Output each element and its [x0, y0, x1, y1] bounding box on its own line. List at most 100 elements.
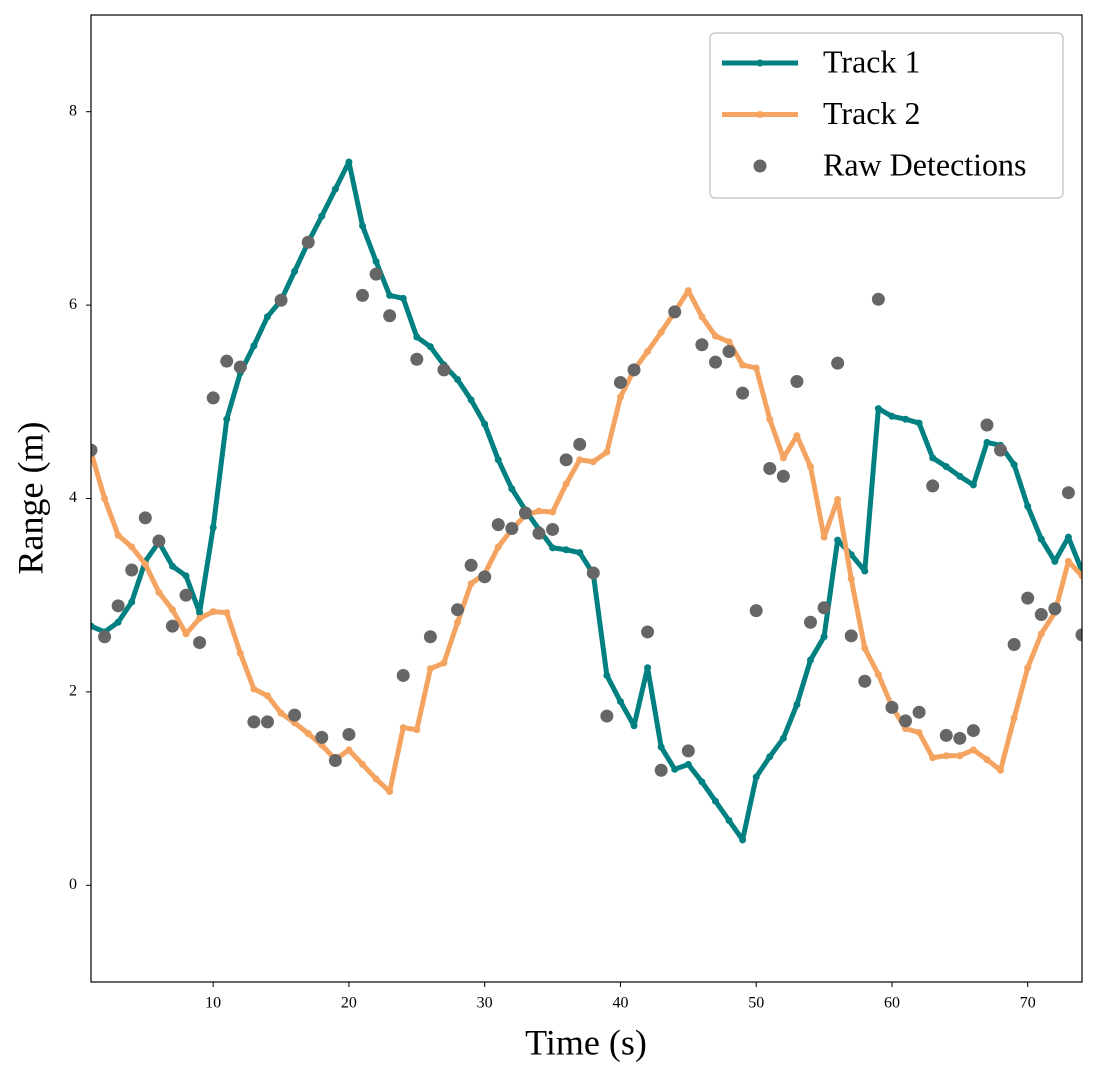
- detection-point: [206, 391, 220, 405]
- line-marker: [861, 644, 869, 652]
- line-marker: [508, 485, 516, 493]
- line-marker: [1064, 533, 1072, 541]
- detection-point: [138, 511, 152, 525]
- line-marker: [91, 622, 95, 630]
- line-marker: [494, 456, 502, 464]
- line-marker: [698, 778, 706, 786]
- line-marker: [277, 709, 285, 717]
- line-marker: [711, 332, 719, 340]
- detection-point: [790, 374, 804, 388]
- line-marker: [806, 656, 814, 664]
- y-tick-label: 4: [69, 489, 77, 506]
- detection-point: [247, 715, 261, 729]
- line-marker: [861, 567, 869, 575]
- detection-point: [1021, 591, 1035, 605]
- detection-point: [681, 744, 695, 758]
- detection-point: [301, 235, 315, 249]
- line-marker: [644, 348, 652, 356]
- x-tick-label: 60: [884, 995, 900, 1012]
- detection-point: [383, 309, 397, 323]
- line-marker: [426, 665, 434, 673]
- detection-point: [613, 375, 627, 389]
- line-marker: [806, 463, 814, 471]
- x-tick-label: 20: [341, 995, 357, 1012]
- detection-point: [125, 563, 139, 577]
- detection-point: [831, 356, 845, 370]
- line-marker: [467, 580, 475, 588]
- legend-box: [709, 32, 1064, 199]
- line-marker: [1010, 714, 1018, 722]
- detection-point: [464, 558, 478, 572]
- line-marker: [494, 543, 502, 551]
- detection-point: [518, 506, 532, 520]
- detection-point: [953, 731, 967, 745]
- detection-point: [274, 293, 288, 307]
- line-marker: [820, 533, 828, 541]
- line-marker: [1078, 572, 1082, 580]
- detection-point: [437, 363, 451, 377]
- line-marker: [263, 692, 271, 700]
- detection-point: [410, 352, 424, 366]
- detection-point: [451, 603, 465, 617]
- line-marker: [562, 546, 570, 554]
- line-marker: [250, 342, 258, 350]
- line-marker: [874, 670, 882, 678]
- y-axis-label: Range (m): [10, 422, 50, 575]
- line-marker: [141, 560, 149, 568]
- detection-point: [505, 521, 519, 535]
- line-marker: [576, 456, 584, 464]
- legend-marker: [753, 159, 767, 173]
- detection-point: [803, 615, 817, 629]
- line-marker: [956, 752, 964, 760]
- y-tick-label: 8: [69, 102, 77, 119]
- y-tick-label: 2: [69, 683, 77, 700]
- line-marker: [847, 575, 855, 583]
- line-marker: [196, 614, 204, 622]
- line-marker: [616, 393, 624, 401]
- line-marker: [929, 754, 937, 762]
- detection-point: [994, 443, 1008, 457]
- legend-marker: [756, 111, 764, 118]
- legend-marker: [756, 59, 764, 67]
- legend-label: Raw Detections: [823, 146, 1027, 182]
- line-marker: [1037, 535, 1045, 543]
- line-marker: [263, 313, 271, 321]
- detection-point: [328, 754, 342, 768]
- detection-point: [179, 588, 193, 602]
- line-marker: [291, 267, 299, 275]
- line-marker: [549, 508, 557, 516]
- line-marker: [671, 765, 679, 773]
- line-marker: [820, 633, 828, 641]
- detection-point: [817, 601, 831, 615]
- line-marker: [834, 495, 842, 503]
- legend-label: Track 2: [823, 95, 920, 131]
- detection-point: [356, 288, 370, 302]
- line-marker: [236, 649, 244, 657]
- detection-point: [260, 715, 274, 729]
- line-marker: [399, 724, 407, 732]
- line-marker: [956, 472, 964, 480]
- line-marker: [589, 458, 597, 466]
- detection-point: [111, 599, 125, 613]
- detection-point: [776, 469, 790, 483]
- line-marker: [739, 361, 747, 369]
- line-marker: [223, 415, 231, 423]
- line-marker: [101, 495, 109, 502]
- detection-point: [641, 625, 655, 639]
- detection-point: [165, 619, 179, 633]
- detection-point: [98, 630, 112, 644]
- y-tick-label: 6: [69, 296, 77, 313]
- detection-point: [193, 636, 207, 650]
- line-marker: [549, 544, 557, 552]
- detection-point: [885, 700, 899, 714]
- line-marker: [168, 562, 176, 570]
- line-marker: [766, 415, 774, 423]
- line-marker: [535, 507, 543, 515]
- line-marker: [331, 185, 339, 193]
- line-marker: [372, 258, 380, 266]
- plot-area: [91, 158, 1082, 844]
- detection-point: [736, 386, 750, 400]
- line-marker: [576, 549, 584, 557]
- line-marker: [454, 618, 462, 626]
